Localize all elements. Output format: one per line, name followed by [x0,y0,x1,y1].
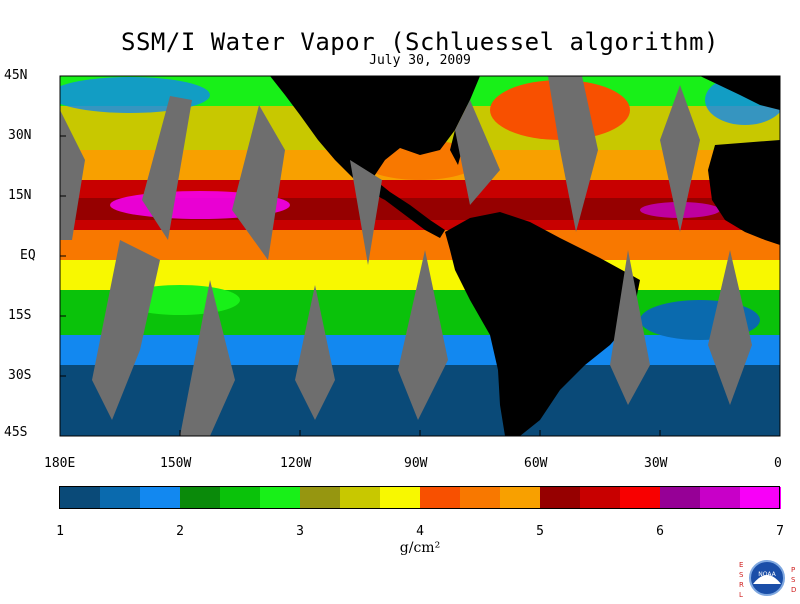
noaa-logo-svg: NOAA E S R L P S D [739,560,796,599]
swath-gap [295,285,335,420]
svg-text:R: R [739,581,744,589]
colorbar-label-1: 1 [56,524,64,539]
colorbar-swatch [660,487,701,509]
svg-text:E: E [739,561,743,569]
colorbar-label-7: 7 [776,524,784,539]
colorbar-swatch [700,487,741,509]
swath-gap [455,100,500,205]
noaa-badge-text: NOAA [758,571,776,578]
south-america [445,212,640,436]
swath-gap [610,250,650,405]
svg-text:S: S [739,571,744,579]
africa [708,140,780,245]
colorbar-units: g/cm² [399,540,441,556]
noaa-badge-ring [749,560,785,596]
swath-gap [180,280,235,436]
colorbar-swatch [380,487,421,509]
colorbar-label-5: 5 [536,524,544,539]
lat-label-eq: EQ [20,248,36,263]
swath-gap [142,96,192,240]
esrl-letters: E S R L [739,561,744,599]
lat-label-15s: 15S [8,308,32,323]
swath-gap [398,250,448,420]
colorbar [60,486,781,510]
swath-gap [708,250,752,405]
colorbar-swatch [100,487,141,509]
lat-label-30s: 30S [8,368,32,383]
svg-text:P: P [791,566,795,574]
swath-gap [350,160,382,265]
svg-text:L: L [739,591,743,599]
svg-text:D: D [791,586,796,594]
svg-text:S: S [791,576,796,584]
colorbar-swatch [300,487,341,509]
colorbar-swatch [620,487,661,509]
colorbar-swatch [140,487,181,509]
lat-label-45s: 45S [4,425,28,440]
colorbar-swatch [420,487,461,509]
band-south-orange [60,230,780,260]
colorbar-swatch [740,487,781,509]
europe-corner [700,76,780,110]
lat-label-30n: 30N [8,128,32,143]
colorbar-label-3: 3 [296,524,304,539]
lon-label-120w: 120W [280,456,312,471]
swath-gap [92,240,160,420]
colorbar-label-4: 4 [416,524,424,539]
lon-label-30w: 30W [644,456,668,471]
colorbar-swatch [260,487,301,509]
map-date: July 30, 2009 [369,53,471,68]
colorbar-swatch [180,487,221,509]
lon-label-0: 0 [774,456,782,471]
colorbar-swatch [220,487,261,509]
florida [450,130,462,165]
north-america [270,76,480,190]
lat-label-45n: 45N [4,68,28,83]
colorbar-swatch [60,487,101,509]
swath-gap [548,76,598,232]
axis-ticks [59,75,781,437]
colorbar-label-6: 6 [656,524,664,539]
central-america [365,180,445,238]
colorbar-swatch [500,487,541,509]
psd-letters: P S D [791,566,796,594]
lon-label-150w: 150W [160,456,192,471]
colorbar-swatch [580,487,621,509]
map-title: SSM/I Water Vapor (Schluessel algorithm) [121,28,719,56]
colorbar-swatch [540,487,581,509]
swath-gap [60,110,85,240]
swath-gap [660,85,700,232]
lon-label-180e: 180E [44,456,76,471]
noaa-esrl-psd-logo: NOAA E S R L P S D [735,556,799,600]
lon-label-60w: 60W [524,456,548,471]
lat-label-15n: 15N [8,188,32,203]
noaa-bird [753,575,781,584]
colorbar-swatch [340,487,381,509]
colorbar-label-2: 2 [176,524,184,539]
lon-label-90w: 90W [404,456,428,471]
swath-gap [232,105,285,260]
colorbar-swatch [460,487,501,509]
